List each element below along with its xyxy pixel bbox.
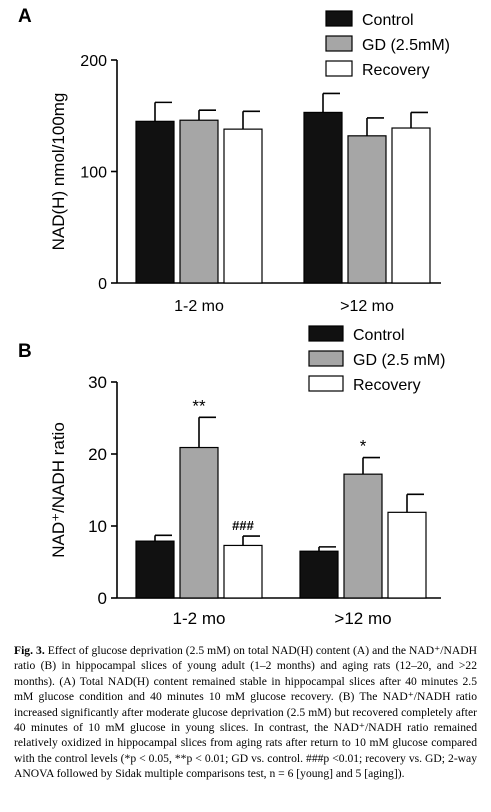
panel-a-bar: [303, 111, 343, 284]
panel-b-bar: [179, 446, 219, 599]
caption-label: Fig. 3.: [14, 644, 45, 657]
panel-a-legend-swatch: [325, 10, 353, 27]
panel-a-legend-swatch: [325, 35, 353, 52]
panel-a-bar: [391, 127, 431, 284]
panel-b-y-tick-label: 30: [88, 373, 107, 392]
panel-a-x-tick-label: >12 mo: [340, 298, 394, 315]
panel-b-label: B: [18, 341, 32, 362]
panel-a-y-tick-label: 0: [98, 276, 107, 293]
panel-b-y-tick-label: 0: [98, 589, 107, 608]
panel-a-legend-swatch: [325, 60, 353, 77]
panel-a-bar: [135, 120, 175, 284]
panel-b-significance-label: **: [192, 396, 206, 415]
panel-b-legend-swatch: [308, 350, 344, 367]
panel-a-bar: [223, 128, 263, 284]
panel-b-legend-swatch: [308, 375, 344, 392]
panel-b-x-tick-label: 1-2 mo: [173, 609, 226, 628]
caption-text: Effect of glucose deprivation (2.5 mM) o…: [14, 644, 478, 781]
panel-a-x-tick-label: 1-2 mo: [174, 298, 224, 315]
panel-b-bar: [299, 550, 339, 599]
panel-b-legend-swatch: [308, 325, 344, 342]
panel-b-bar: [223, 544, 263, 599]
panel-a-bar: [347, 135, 387, 284]
figure-caption: Fig. 3. Effect of glucose deprivation (2…: [14, 643, 477, 782]
panel-b-significance-label: ###: [232, 518, 254, 533]
panel-a-y-tick-label: 100: [80, 165, 107, 182]
panel-b-bar: [135, 540, 175, 599]
panel-b-legend-label: GD (2.5 mM): [353, 352, 445, 369]
panel-b-y-tick-label: 10: [88, 517, 107, 536]
panel-b-y-tick-label: 20: [88, 445, 107, 464]
panel-b-bar: [343, 473, 383, 599]
panel-b-bar: [387, 511, 427, 599]
panel-a-y-tick-label: 200: [80, 53, 107, 70]
panel-a-legend-label: Recovery: [362, 62, 430, 79]
panel-b-significance-label: *: [360, 437, 367, 456]
panel-b-y-axis-label: NAD⁺/NADH ratio: [49, 422, 68, 558]
panel-b-legend-label: Recovery: [353, 377, 421, 394]
panel-b-x-tick-label: >12 mo: [334, 609, 391, 628]
panel-a-label: A: [18, 6, 32, 27]
panel-b-legend-label: Control: [353, 327, 405, 344]
panel-a-y-axis-label: NAD(H) nmol/100mg: [49, 93, 68, 251]
panel-a-legend-label: Control: [362, 12, 414, 29]
panel-a-bar: [179, 119, 219, 284]
panel-a-legend-label: GD (2.5mM): [362, 37, 450, 54]
